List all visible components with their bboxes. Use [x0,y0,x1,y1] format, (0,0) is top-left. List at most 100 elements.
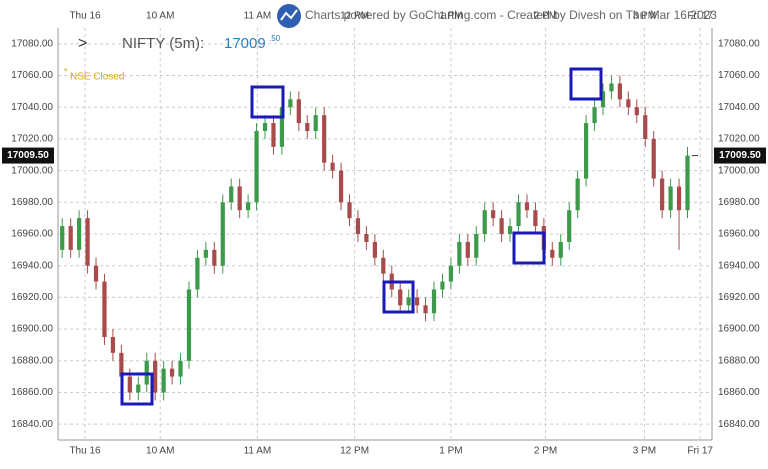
candle-body [507,226,513,234]
candle-body [668,186,673,211]
highlight-boxes [120,67,603,406]
candle-body [583,123,589,179]
candle-body [499,218,504,234]
x-tick-label: Thu 16 [69,446,101,457]
y-tick-label-right: 16960.00 [718,229,760,240]
x-tick-label-top: 10 AM [146,11,174,22]
candle-body [423,305,428,314]
price-label-right: 17009.50 [719,150,761,161]
candle-body [558,241,563,258]
y-tick-label-right: 17080.00 [718,38,760,49]
candle-body [237,186,242,211]
x-tick-label: 10 AM [146,446,174,457]
highlight-box [250,85,285,119]
symbol: NIFTY (5m): [122,35,204,52]
candle-body [127,376,132,393]
candle-body [457,241,462,266]
candle-body [77,218,82,250]
y-tick-label-right: 16900.00 [718,324,760,335]
x-tick-label-top: 1 PM [439,11,462,22]
candle-body [271,123,276,147]
y-tick-label: 16920.00 [11,292,53,303]
y-tick-label: 16840.00 [11,419,53,430]
candle-body [550,249,555,258]
price-marker-left [2,147,54,164]
y-tick-label-right: 16920.00 [718,292,760,303]
x-tick-label-top: 11 AM [244,11,272,22]
candle-body [136,384,141,393]
candle-body [355,218,361,234]
y-tick-label: 16940.00 [11,260,53,271]
candle-body [60,226,65,250]
candle-body [229,186,234,203]
x-tick-label-top: 12 PM [340,11,369,22]
x-tick-label-top: Fri 17 [687,11,713,22]
highlight-box [512,231,546,265]
candle-body [161,368,166,393]
y-tick-label-right: 17000.00 [718,165,760,176]
price-decimals: .50 [269,34,281,43]
candle-body [372,241,377,258]
x-tick-label: 12 PM [340,446,369,457]
x-tick-label: 11 AM [244,446,272,457]
candle-body [592,107,597,124]
y-tick-label: 17040.00 [11,102,53,113]
candle-body [609,83,614,92]
price-main: 17009 [224,35,266,52]
y-tick-label: 17000.00 [11,165,53,176]
candle-body [567,210,572,242]
candle-body [414,297,420,306]
candle-body [110,337,116,353]
candle-body [186,289,192,361]
y-tick-label-right: 16980.00 [718,197,760,208]
candle-body [313,115,318,131]
highlight-box [120,372,154,406]
candle-body [516,202,521,227]
candle-body [617,83,623,100]
x-tick-label: 1 PM [439,446,462,457]
candle-body [533,210,538,227]
candle-body [85,218,90,266]
candle-body [296,99,301,124]
candle-body [262,123,268,131]
candle-body [254,131,259,203]
candle-body [288,99,293,108]
y-tick-label: 16860.00 [11,387,53,398]
x-tick-label-top: Thu 16 [69,11,101,22]
candle-body [246,202,251,211]
logo-mark [280,9,298,21]
collapse-icon[interactable]: > [78,35,87,52]
y-tick-label: 17020.00 [11,134,53,145]
y-tick-label-right: 16840.00 [718,419,760,430]
y-tick-label-right: 17020.00 [718,134,760,145]
y-tick-label: 17060.00 [11,70,53,81]
y-tick-label: 16980.00 [11,197,53,208]
candle-body [440,281,445,290]
candle-body [178,360,183,377]
candle-body [220,202,225,266]
candle-body [119,352,124,377]
candle-body [279,107,285,147]
candle-body [676,186,682,211]
x-tick-label: 3 PM [633,446,656,457]
y-tick-label-right: 17060.00 [718,70,760,81]
grid [58,28,712,440]
candle-body [347,202,352,219]
candle-body [212,249,217,266]
candle-body [203,249,208,258]
candle-body [322,115,327,163]
status-marker: * [64,66,68,76]
candle-body [364,234,369,242]
candle-body [330,162,335,171]
candle-body [482,210,487,234]
y-tick-label-right: 16860.00 [718,387,760,398]
candle-body [68,226,73,250]
candle-body [431,289,437,314]
y-tick-label-right: 17040.00 [718,102,760,113]
x-tick-label-top: 2 PM [534,11,557,22]
candle-body [474,234,479,258]
candle-body [465,241,470,258]
price-marker-right [714,147,766,164]
candle-body [575,178,580,211]
